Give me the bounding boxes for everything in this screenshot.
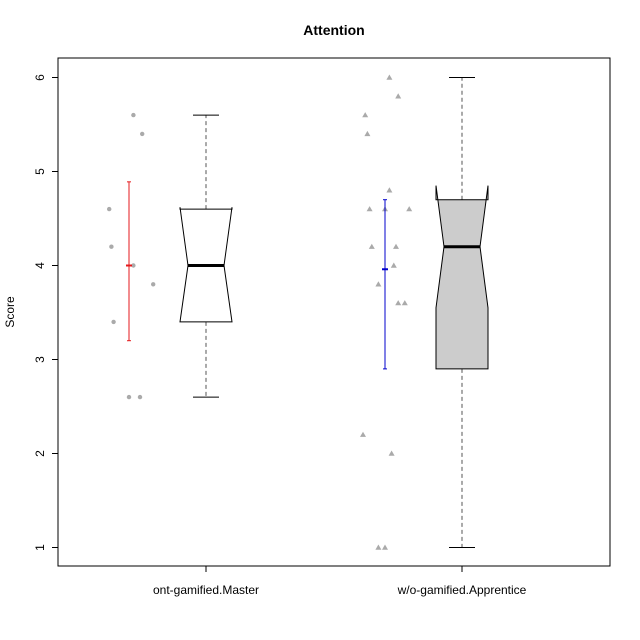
y-tick-label: 1 <box>33 544 47 551</box>
data-point <box>395 300 402 306</box>
box-group <box>360 74 489 550</box>
data-point <box>386 187 393 193</box>
data-point <box>375 544 382 550</box>
y-tick-label: 3 <box>33 356 47 363</box>
data-point <box>393 243 399 249</box>
y-axis-title: Score <box>3 296 17 328</box>
data-point <box>140 131 145 137</box>
x-axis: ont-gamified.Master w/o-gamified.Apprenti… <box>153 566 527 597</box>
data-point <box>388 450 395 456</box>
data-point <box>151 282 156 287</box>
data-point <box>362 112 369 118</box>
data-point <box>137 394 143 400</box>
data-point <box>364 130 371 137</box>
data-point <box>131 263 136 268</box>
data-point <box>366 206 373 212</box>
y-axis: 1 2 3 4 5 6 <box>33 74 59 551</box>
data-point <box>401 300 408 306</box>
data-point <box>368 243 375 249</box>
y-tick-label: 4 <box>33 262 47 269</box>
x-tick-label: w/o-gamified.Apprentice <box>397 583 527 597</box>
y-tick-label: 2 <box>33 450 47 457</box>
data-point <box>111 319 116 325</box>
y-tick-label: 6 <box>33 74 47 81</box>
data-point <box>395 93 402 99</box>
data-point <box>126 394 132 400</box>
data-point <box>390 262 397 268</box>
notched-box <box>435 185 489 370</box>
box-group <box>107 112 233 400</box>
y-tick-label: 5 <box>33 168 47 175</box>
data-point <box>360 431 366 437</box>
data-point <box>131 112 136 118</box>
data-point <box>375 281 382 287</box>
data-point <box>109 244 114 249</box>
data-point <box>406 206 413 212</box>
data-point <box>386 74 393 80</box>
x-tick-label: ont-gamified.Master <box>153 583 259 597</box>
chart-title: Attention <box>303 22 364 38</box>
box-groups <box>107 74 489 550</box>
data-point <box>107 206 112 212</box>
data-point <box>382 544 388 550</box>
